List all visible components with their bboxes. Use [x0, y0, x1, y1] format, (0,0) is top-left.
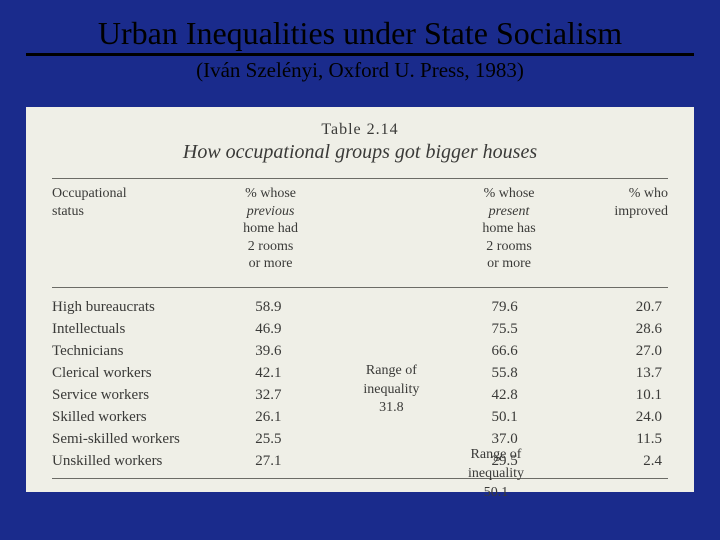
col-improved: 20.7 28.6 27.0 13.7 10.1 24.0 11.5 2.4: [564, 296, 668, 472]
cell-value: 11.5: [636, 428, 662, 450]
cell-value: 10.1: [636, 384, 662, 406]
cell-value: 27.0: [636, 340, 662, 362]
range-of-inequality-2: Range of inequality 50.1: [446, 446, 546, 503]
cell-value: 58.9: [255, 296, 281, 318]
cell-value: 50.1: [491, 406, 517, 428]
table-label: Table 2.14: [52, 121, 668, 139]
page-subtitle: (Iván Szelényi, Oxford U. Press, 1983): [26, 58, 694, 83]
rule-mid: [52, 287, 668, 288]
header-text: improved: [614, 203, 668, 221]
cell-value: 27.1: [255, 450, 281, 472]
col-header-present: % whose present home has 2 rooms or more: [459, 185, 558, 273]
row-label: Unskilled workers: [52, 450, 199, 472]
row-label: Intellectuals: [52, 318, 199, 340]
header-text: status: [52, 203, 201, 221]
col-header-previous: % whose previous home had 2 rooms or mor…: [211, 185, 330, 273]
header-text: home had: [243, 220, 298, 238]
row-label: Technicians: [52, 340, 199, 362]
cell-value: 42.8: [491, 384, 517, 406]
cell-value: 25.5: [255, 428, 281, 450]
col-previous: 58.9 46.9 39.6 42.1 32.7 26.1 25.5 27.1: [209, 296, 327, 472]
table-panel: Table 2.14 How occupational groups got b…: [26, 107, 694, 492]
cell-value: 13.7: [636, 362, 662, 384]
col-range1: Range of inequality 31.8: [337, 296, 445, 472]
col-labels: High bureaucrats Intellectuals Technicia…: [52, 296, 199, 472]
range-label: Range of: [363, 362, 419, 381]
header-text: or more: [249, 255, 293, 273]
header-text: % whose: [484, 185, 535, 203]
header-text: 2 rooms: [486, 238, 532, 256]
header-text: % whose: [245, 185, 296, 203]
header-text: Occupational: [52, 185, 201, 203]
col-header-gap1: [340, 185, 449, 273]
cell-value: 46.9: [255, 318, 281, 340]
cell-value: 20.7: [636, 296, 662, 318]
range-label: inequality: [446, 465, 546, 484]
page-title: Urban Inequalities under State Socialism: [26, 16, 694, 56]
rule-bottom: [52, 478, 668, 479]
cell-value: 24.0: [636, 406, 662, 428]
row-label: Semi-skilled workers: [52, 428, 199, 450]
cell-value: 42.1: [255, 362, 281, 384]
range-value: 50.1: [446, 484, 546, 503]
cell-value: 55.8: [491, 362, 517, 384]
header-text: previous: [247, 203, 295, 221]
cell-value: 28.6: [636, 318, 662, 340]
rule-top: [52, 178, 668, 179]
range-label: Range of: [446, 446, 546, 465]
cell-value: 79.6: [491, 296, 517, 318]
table-body: High bureaucrats Intellectuals Technicia…: [52, 296, 668, 472]
range-value: 31.8: [363, 399, 419, 418]
header-text: or more: [487, 255, 531, 273]
row-label: Skilled workers: [52, 406, 199, 428]
header-text: % who: [629, 185, 668, 203]
table-caption: How occupational groups got bigger house…: [52, 141, 668, 164]
cell-value: 75.5: [491, 318, 517, 340]
col-header-occupational: Occupational status: [52, 185, 201, 273]
table-header-row: Occupational status % whose previous hom…: [52, 185, 668, 279]
row-label: Service workers: [52, 384, 199, 406]
range-of-inequality: Range of inequality 31.8: [363, 362, 419, 419]
cell-value: 26.1: [255, 406, 281, 428]
header-text: home has: [482, 220, 535, 238]
range-label: inequality: [363, 381, 419, 400]
cell-value: 2.4: [643, 450, 662, 472]
slide: Urban Inequalities under State Socialism…: [0, 0, 720, 540]
cell-value: 32.7: [255, 384, 281, 406]
col-header-improved: % who improved: [569, 185, 668, 273]
header-text: present: [489, 203, 530, 221]
header-text: 2 rooms: [248, 238, 294, 256]
cell-value: 66.6: [491, 340, 517, 362]
row-label: High bureaucrats: [52, 296, 199, 318]
cell-value: 39.6: [255, 340, 281, 362]
row-label: Clerical workers: [52, 362, 199, 384]
